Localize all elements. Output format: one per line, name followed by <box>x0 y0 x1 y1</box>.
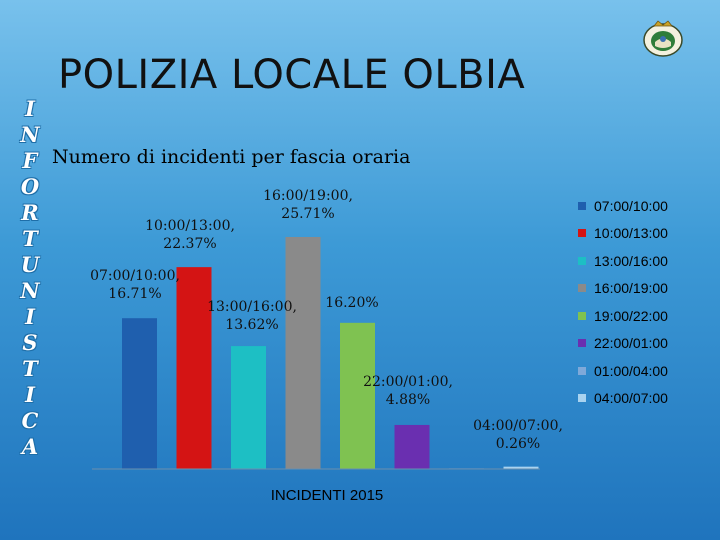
legend-label: 04:00/07:00 <box>594 390 668 407</box>
side-letter: U <box>20 252 40 277</box>
data-label: 07:00/10:00, 16.71% <box>90 268 180 302</box>
legend-item: 10:00/13:00 <box>578 220 668 248</box>
data-label: 13:00/16:00, 13.62% <box>207 299 297 333</box>
legend-label: 13:00/16:00 <box>594 252 668 269</box>
bar-19002200 <box>340 322 375 469</box>
chart-legend: 07:00/10:00 10:00/13:00 13:00/16:00 16:00/1… <box>578 192 668 412</box>
data-label: 16:00/19:00, 25.71% <box>263 188 353 222</box>
legend-swatch <box>578 366 586 375</box>
bar-10001300 <box>176 267 212 469</box>
legend-item: 16:00/19:00 <box>578 275 668 303</box>
crest-icon <box>643 20 683 57</box>
legend-item: 22:00/01:00 <box>578 330 668 358</box>
bar-07001000 <box>122 318 157 469</box>
bar-16001900 <box>285 237 321 469</box>
side-letter: N <box>20 278 40 303</box>
legend-item: 13:00/16:00 <box>578 247 668 275</box>
side-letter: I <box>25 304 35 329</box>
bar-13001600 <box>231 346 266 469</box>
legend-item: 04:00/07:00 <box>578 385 668 413</box>
data-label: 04:00/07:00, 0.26% <box>473 418 563 452</box>
side-letter: T <box>22 356 38 381</box>
legend-swatch <box>578 394 586 403</box>
side-letter: S <box>22 330 38 355</box>
legend-label: 16:00/19:00 <box>594 280 668 297</box>
page-title: POLIZIA LOCALE OLBIA <box>58 52 526 98</box>
bar-22000100 <box>394 424 430 469</box>
legend-swatch <box>578 201 586 210</box>
data-label: 22:00/01:00, 4.88% <box>363 374 453 408</box>
legend-item: 07:00/10:00 <box>578 192 668 220</box>
chart-title: Numero di incidenti per fascia oraria <box>52 146 411 168</box>
legend-swatch <box>578 256 586 265</box>
side-letter: A <box>21 434 39 459</box>
side-letter: T <box>22 226 38 251</box>
legend-label: 01:00/04:00 <box>594 362 668 379</box>
side-letter: C <box>21 408 39 433</box>
side-letter: F <box>22 148 38 173</box>
data-label: 10:00/13:00, 22.37% <box>145 218 235 252</box>
side-letter: I <box>25 96 35 121</box>
legend-swatch <box>578 229 586 238</box>
data-label: 16.20% <box>325 295 378 311</box>
side-letter: I <box>25 382 35 407</box>
legend-label: 19:00/22:00 <box>594 307 668 324</box>
side-letter: N <box>20 122 40 147</box>
side-letter: R <box>21 200 39 225</box>
legend-swatch <box>578 339 586 348</box>
side-letter: O <box>20 174 40 199</box>
legend-item: 01:00/04:00 <box>578 357 668 385</box>
legend-swatch <box>578 284 586 293</box>
legend-label: 22:00/01:00 <box>594 335 668 352</box>
legend-item: 19:00/22:00 <box>578 302 668 330</box>
legend-label: 07:00/10:00 <box>594 197 668 214</box>
x-axis-label: INCIDENTI 2015 <box>271 487 384 504</box>
legend-label: 10:00/13:00 <box>594 225 668 242</box>
legend-swatch <box>578 311 586 320</box>
bar-04000700 <box>503 466 539 469</box>
